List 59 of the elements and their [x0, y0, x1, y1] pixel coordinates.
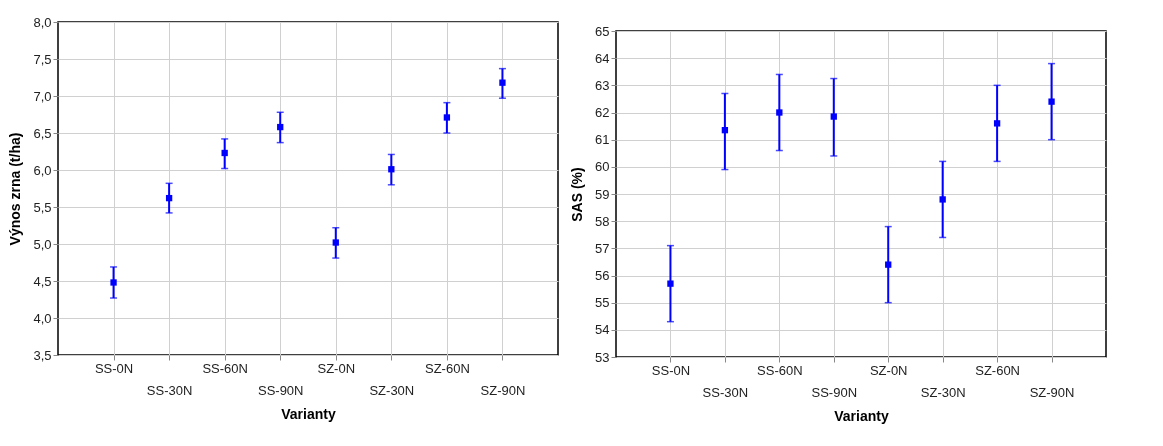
y-tick-label: 53	[595, 349, 610, 365]
y-tick-label: 4,5	[33, 273, 52, 289]
y-tick-label: 4,0	[33, 310, 52, 326]
point	[939, 196, 946, 203]
x-tick-label: SZ-90N	[480, 382, 526, 398]
point	[993, 120, 1001, 127]
y-tick-label: 54	[595, 322, 610, 338]
y-tick-label: 64	[595, 50, 610, 66]
y-tick-label: 65	[595, 23, 610, 39]
x-tick-label: SS-90N	[811, 384, 858, 400]
x-tick-label: SS-60N	[202, 360, 248, 376]
x-tick-label: SZ-60N	[975, 362, 1021, 378]
x-axis-title: Varianty	[281, 405, 336, 422]
point	[499, 79, 506, 86]
x-tick-label: SS-30N	[702, 384, 749, 400]
point	[165, 194, 173, 202]
x-tick-label: SS-0N	[651, 362, 691, 378]
y-tick-label: 61	[595, 132, 610, 148]
x-tick-label: SS-60N	[757, 362, 803, 378]
y-tick-label: 58	[595, 213, 610, 229]
y-tick-label: 6,5	[33, 125, 52, 141]
point	[1048, 98, 1055, 105]
x-tick-label: SS-90N	[257, 382, 304, 398]
point	[221, 149, 228, 157]
y-axis-title: SAS (%)	[569, 167, 586, 222]
x-tick-label: SZ-0N	[869, 362, 908, 378]
y-tick-label: 60	[595, 159, 610, 175]
x-tick-label: SZ-30N	[920, 384, 966, 400]
y-tick-label: 6,0	[33, 162, 52, 178]
y-tick-label: 55	[595, 295, 610, 311]
y-axis-title: Výnos zrna (t/ha)	[7, 132, 24, 246]
y-tick-label: 5,0	[33, 236, 52, 252]
y-tick-label: 5,5	[33, 199, 52, 215]
x-tick-label: SS-0N	[94, 360, 134, 376]
x-tick-label: SZ-30N	[369, 382, 415, 398]
y-tick-label: 3,5	[33, 347, 52, 363]
point	[885, 261, 892, 268]
point	[388, 166, 395, 173]
y-tick-label: 57	[595, 240, 610, 256]
point	[721, 127, 729, 134]
y-tick-label: 7,0	[33, 88, 52, 104]
point	[332, 239, 339, 246]
point	[277, 123, 284, 131]
point	[667, 280, 674, 287]
point	[776, 109, 783, 116]
x-tick-label: SZ-0N	[317, 360, 356, 376]
y-tick-label: 56	[595, 268, 610, 283]
y-tick-label: 62	[595, 105, 610, 120]
y-tick-label: 8,0	[33, 14, 52, 30]
x-axis-title: Varianty	[834, 407, 889, 424]
y-tick-label: 7,5	[33, 51, 52, 67]
x-tick-label: SZ-90N	[1029, 384, 1075, 400]
x-tick-label: SS-30N	[146, 382, 193, 398]
point	[830, 113, 837, 120]
y-tick-label: 63	[595, 77, 610, 93]
point	[110, 279, 117, 286]
x-tick-label: SZ-60N	[424, 360, 470, 376]
y-tick-label: 59	[595, 186, 610, 202]
point	[443, 114, 451, 121]
